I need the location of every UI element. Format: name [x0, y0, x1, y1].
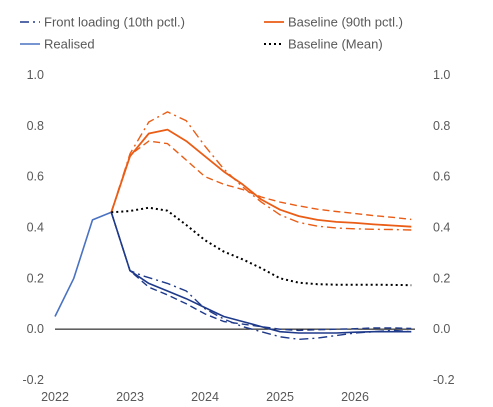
x-tick-label: 2022: [41, 390, 69, 404]
series-line-4: [110, 212, 412, 332]
legend-label: Front loading (10th pctl.): [44, 15, 185, 30]
right-y-tick-label: 0.0: [433, 322, 450, 336]
left-y-tick-label: 0.0: [27, 322, 44, 336]
legend-label: Baseline (90th pctl.): [288, 15, 403, 30]
legend-label: Realised: [44, 37, 95, 52]
left-y-tick-label: 0.2: [27, 271, 44, 285]
x-tick-label: 2024: [191, 390, 219, 404]
left-y-tick-labels: -0.2 0.0 0.2 0.4 0.6 0.8 1.0: [22, 68, 44, 387]
series-lines: [54, 111, 412, 340]
series-line-1: [54, 211, 112, 317]
series-line-5: [110, 128, 412, 228]
left-y-tick-label: -0.2: [22, 373, 44, 387]
x-tick-label: 2026: [341, 390, 369, 404]
left-y-tick-label: 1.0: [27, 68, 44, 82]
series-line-2: [110, 212, 412, 340]
right-y-tick-label: -0.2: [433, 373, 455, 387]
left-y-tick-label: 0.4: [27, 221, 44, 235]
series-line-6: [110, 111, 412, 231]
series-line-8: [111, 206, 412, 287]
right-y-tick-label: 0.6: [433, 170, 450, 184]
left-y-tick-label: 0.6: [27, 170, 44, 184]
x-tick-label: 2025: [266, 390, 294, 404]
right-y-tick-label: 0.4: [433, 221, 450, 235]
right-y-tick-labels: -0.2 0.0 0.2 0.4 0.6 0.8 1.0: [433, 68, 455, 387]
right-y-tick-label: 1.0: [433, 68, 450, 82]
legend: Front loading (10th pctl.) Baseline (90th…: [20, 15, 403, 52]
left-y-tick-label: 0.8: [27, 119, 44, 133]
series-line-7: [110, 140, 412, 221]
series-line-3: [110, 212, 412, 334]
x-tick-label: 2023: [116, 390, 144, 404]
legend-label: Baseline (Mean): [288, 37, 383, 52]
x-tick-labels: 2022 2023 2024 2025 2026: [41, 390, 369, 404]
right-y-tick-label: 0.8: [433, 119, 450, 133]
right-y-tick-label: 0.2: [433, 271, 450, 285]
